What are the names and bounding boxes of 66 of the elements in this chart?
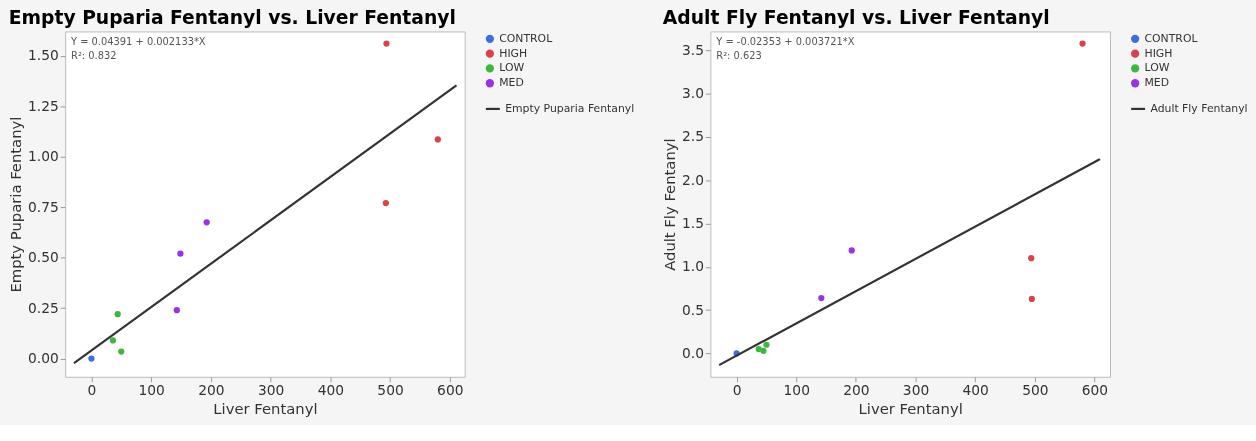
- x-tick-label: 0: [87, 382, 97, 399]
- x-tick-label: 100: [783, 382, 810, 399]
- point: [1079, 40, 1086, 47]
- x-tick-label: 300: [257, 382, 285, 399]
- y-tick-label: 1.50: [27, 47, 59, 64]
- y-tick-label: 0.00: [27, 350, 59, 367]
- point: [118, 348, 125, 355]
- y-tick-label: 0.50: [27, 249, 59, 266]
- point: [383, 40, 390, 47]
- y-tick-label: 1.25: [27, 97, 59, 114]
- y-tick-label: 1.00: [27, 148, 59, 165]
- x-tick-label: 500: [377, 382, 404, 399]
- legend-label: MED: [499, 76, 524, 90]
- x-tick-label: 100: [138, 382, 165, 399]
- legend-label: Adult Fly Fentanyl: [1150, 101, 1248, 115]
- point: [173, 307, 180, 314]
- point: [434, 136, 441, 143]
- legend-label: HIGH: [499, 46, 528, 60]
- y-tick-label: 2.0: [682, 171, 704, 188]
- point: [177, 250, 184, 257]
- y-tick-label: 1.5: [682, 215, 704, 232]
- annotation: Y = 0.04391 + 0.002133*X: [70, 36, 206, 48]
- x-tick-label: 200: [198, 382, 225, 399]
- annotation: Y = -0.02353 + 0.003721*X: [715, 36, 855, 48]
- x-tick-label: 600: [437, 382, 464, 399]
- y-axis-title: Empty Puparia Fentanyl: [7, 116, 25, 293]
- point: [203, 219, 210, 226]
- point: [382, 199, 389, 207]
- point: [848, 247, 855, 254]
- y-tick-label: 0.5: [682, 301, 704, 318]
- legend-label: LOW: [1144, 61, 1170, 75]
- point: [109, 337, 117, 344]
- x-axis-title: Liver Fentanyl: [213, 399, 318, 417]
- x-tick-label: 600: [1081, 382, 1109, 399]
- point: [1028, 255, 1035, 262]
- point: [1028, 295, 1035, 302]
- annotation: R²: 0.832: [71, 50, 117, 62]
- point: [88, 355, 95, 362]
- legend-label: HIGH: [1144, 46, 1173, 60]
- y-tick-label: 3.0: [682, 85, 704, 102]
- point: [114, 311, 121, 318]
- y-tick-label: 1.0: [682, 258, 704, 275]
- x-tick-label: 400: [317, 382, 344, 399]
- x-tick-label: 300: [902, 382, 930, 399]
- x-tick-label: 500: [1022, 382, 1049, 399]
- point: [760, 347, 767, 354]
- point: [818, 294, 825, 302]
- legend-label: MED: [1144, 76, 1170, 90]
- chart-title: Empty Puparia Fentanyl vs. Liver Fentanyl: [8, 6, 456, 28]
- y-tick-label: 3.5: [682, 41, 704, 58]
- x-tick-label: 200: [843, 382, 870, 399]
- legend-label: CONTROL: [1144, 31, 1198, 45]
- legend-label: Empty Puparia Fentanyl: [505, 101, 635, 115]
- y-axis-title: Adult Fly Fentanyl: [661, 138, 679, 271]
- y-tick-label: 0.75: [27, 198, 59, 215]
- x-tick-label: 0: [732, 382, 742, 399]
- x-axis-title: Liver Fentanyl: [858, 399, 963, 417]
- point: [763, 341, 770, 348]
- x-tick-label: 400: [962, 382, 989, 399]
- legend-label: LOW: [499, 61, 525, 75]
- y-tick-label: 0.0: [682, 344, 704, 361]
- legend-label: CONTROL: [499, 31, 553, 45]
- chart-title: Adult Fly Fentanyl vs. Liver Fentanyl: [662, 6, 1050, 28]
- y-tick-label: 0.25: [27, 299, 59, 316]
- y-tick-label: 2.5: [682, 128, 704, 145]
- annotation: R²: 0.623: [716, 50, 762, 62]
